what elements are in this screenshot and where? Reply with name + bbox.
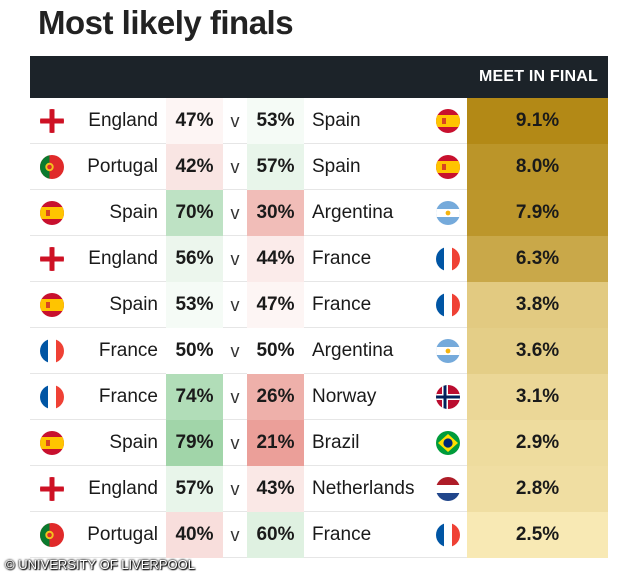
argentina-flag-icon	[430, 190, 466, 236]
team2-name: Spain	[312, 156, 361, 177]
table-row: Portugal 42% v 57% Spain 8.0%	[30, 144, 608, 190]
france-flag-icon	[430, 236, 466, 282]
team2-name: Spain	[312, 110, 361, 131]
team1-win-pct: 47%	[166, 98, 223, 144]
team2-name: Netherlands	[312, 478, 415, 499]
meet-in-final-pct: 9.1%	[467, 98, 608, 144]
meet-in-final-pct: 2.8%	[467, 466, 608, 512]
spain-flag-icon	[36, 190, 68, 236]
team1-name: England	[88, 110, 158, 131]
table-row: France 74% v 26% Norway 3.1%	[30, 374, 608, 420]
meet-in-final-pct: 7.9%	[467, 190, 608, 236]
meet-in-final-pct: 2.9%	[467, 420, 608, 466]
norway-flag-icon	[430, 374, 466, 420]
table-row: England 57% v 43% Netherlands 2.8%	[30, 466, 608, 512]
meet-in-final-pct: 3.8%	[467, 282, 608, 328]
versus-label: v	[230, 157, 240, 177]
portugal-flag-icon	[36, 144, 68, 190]
team2-win-pct: 53%	[247, 98, 304, 144]
table-header: MEET IN FINAL	[30, 56, 608, 98]
team1-name: France	[98, 386, 158, 407]
team2-win-pct: 30%	[247, 190, 304, 236]
team1-win-pct: 70%	[166, 190, 223, 236]
team1-win-pct: 53%	[166, 282, 223, 328]
spain-flag-icon	[36, 420, 68, 466]
team2-win-pct: 21%	[247, 420, 304, 466]
france-flag-icon	[430, 512, 466, 558]
table-row: Spain 79% v 21% Brazil 2.9%	[30, 420, 608, 466]
meet-in-final-pct: 8.0%	[467, 144, 608, 190]
team1-name: Spain	[109, 294, 158, 315]
team2-win-pct: 43%	[247, 466, 304, 512]
versus-label: v	[230, 433, 240, 453]
team1-name: Spain	[109, 202, 158, 223]
team2-win-pct: 26%	[247, 374, 304, 420]
team2-win-pct: 57%	[247, 144, 304, 190]
england-flag-icon	[36, 466, 68, 512]
team2-name: France	[312, 524, 372, 545]
team2-name: France	[312, 248, 372, 269]
team1-win-pct: 74%	[166, 374, 223, 420]
team1-win-pct: 79%	[166, 420, 223, 466]
versus-label: v	[230, 111, 240, 131]
england-flag-icon	[36, 236, 68, 282]
versus-label: v	[230, 249, 240, 269]
france-flag-icon	[430, 282, 466, 328]
meet-in-final-pct: 2.5%	[467, 512, 608, 558]
versus-label: v	[230, 387, 240, 407]
meet-in-final-pct: 6.3%	[467, 236, 608, 282]
team1-name: Portugal	[87, 156, 158, 177]
meet-in-final-pct: 3.6%	[467, 328, 608, 374]
team2-name: Norway	[312, 386, 377, 407]
team2-name: Brazil	[312, 432, 360, 453]
meet-in-final-pct: 3.1%	[467, 374, 608, 420]
team1-win-pct: 50%	[166, 328, 223, 374]
argentina-flag-icon	[430, 328, 466, 374]
team2-win-pct: 47%	[247, 282, 304, 328]
team1-name: Spain	[109, 432, 158, 453]
table-row: Spain 53% v 47% France 3.8%	[30, 282, 608, 328]
team2-win-pct: 60%	[247, 512, 304, 558]
netherlands-flag-icon	[430, 466, 466, 512]
team2-name: Argentina	[312, 340, 394, 361]
team2-win-pct: 50%	[247, 328, 304, 374]
versus-label: v	[230, 203, 240, 223]
brazil-flag-icon	[430, 420, 466, 466]
table-row: France 50% v 50% Argentina 3.6%	[30, 328, 608, 374]
table-row: Spain 70% v 30% Argentina 7.9%	[30, 190, 608, 236]
source-credit: © UNIVERSITY OF LIVERPOOL	[5, 557, 195, 572]
team1-name: England	[88, 248, 158, 269]
team1-win-pct: 40%	[166, 512, 223, 558]
team2-name: France	[312, 294, 372, 315]
versus-label: v	[230, 341, 240, 361]
versus-label: v	[230, 525, 240, 545]
table-row: England 56% v 44% France 6.3%	[30, 236, 608, 282]
france-flag-icon	[36, 328, 68, 374]
team1-win-pct: 57%	[166, 466, 223, 512]
team1-win-pct: 42%	[166, 144, 223, 190]
france-flag-icon	[36, 374, 68, 420]
table-row: England 47% v 53% Spain 9.1%	[30, 98, 608, 144]
team1-name: Portugal	[87, 524, 158, 545]
versus-label: v	[230, 295, 240, 315]
team2-name: Argentina	[312, 202, 394, 223]
england-flag-icon	[36, 98, 68, 144]
portugal-flag-icon	[36, 512, 68, 558]
spain-flag-icon	[36, 282, 68, 328]
team1-name: England	[88, 478, 158, 499]
page-title: Most likely finals	[38, 4, 294, 41]
meet-in-final-header: MEET IN FINAL	[478, 68, 598, 85]
spain-flag-icon	[430, 144, 466, 190]
team1-win-pct: 56%	[166, 236, 223, 282]
finals-table: MEET IN FINAL England 47% v 53% Spain 9.1% Por…	[30, 56, 608, 564]
team1-name: France	[98, 340, 158, 361]
team2-win-pct: 44%	[247, 236, 304, 282]
spain-flag-icon	[430, 98, 466, 144]
table-row: Portugal 40% v 60% France 2.5%	[30, 512, 608, 558]
versus-label: v	[230, 479, 240, 499]
